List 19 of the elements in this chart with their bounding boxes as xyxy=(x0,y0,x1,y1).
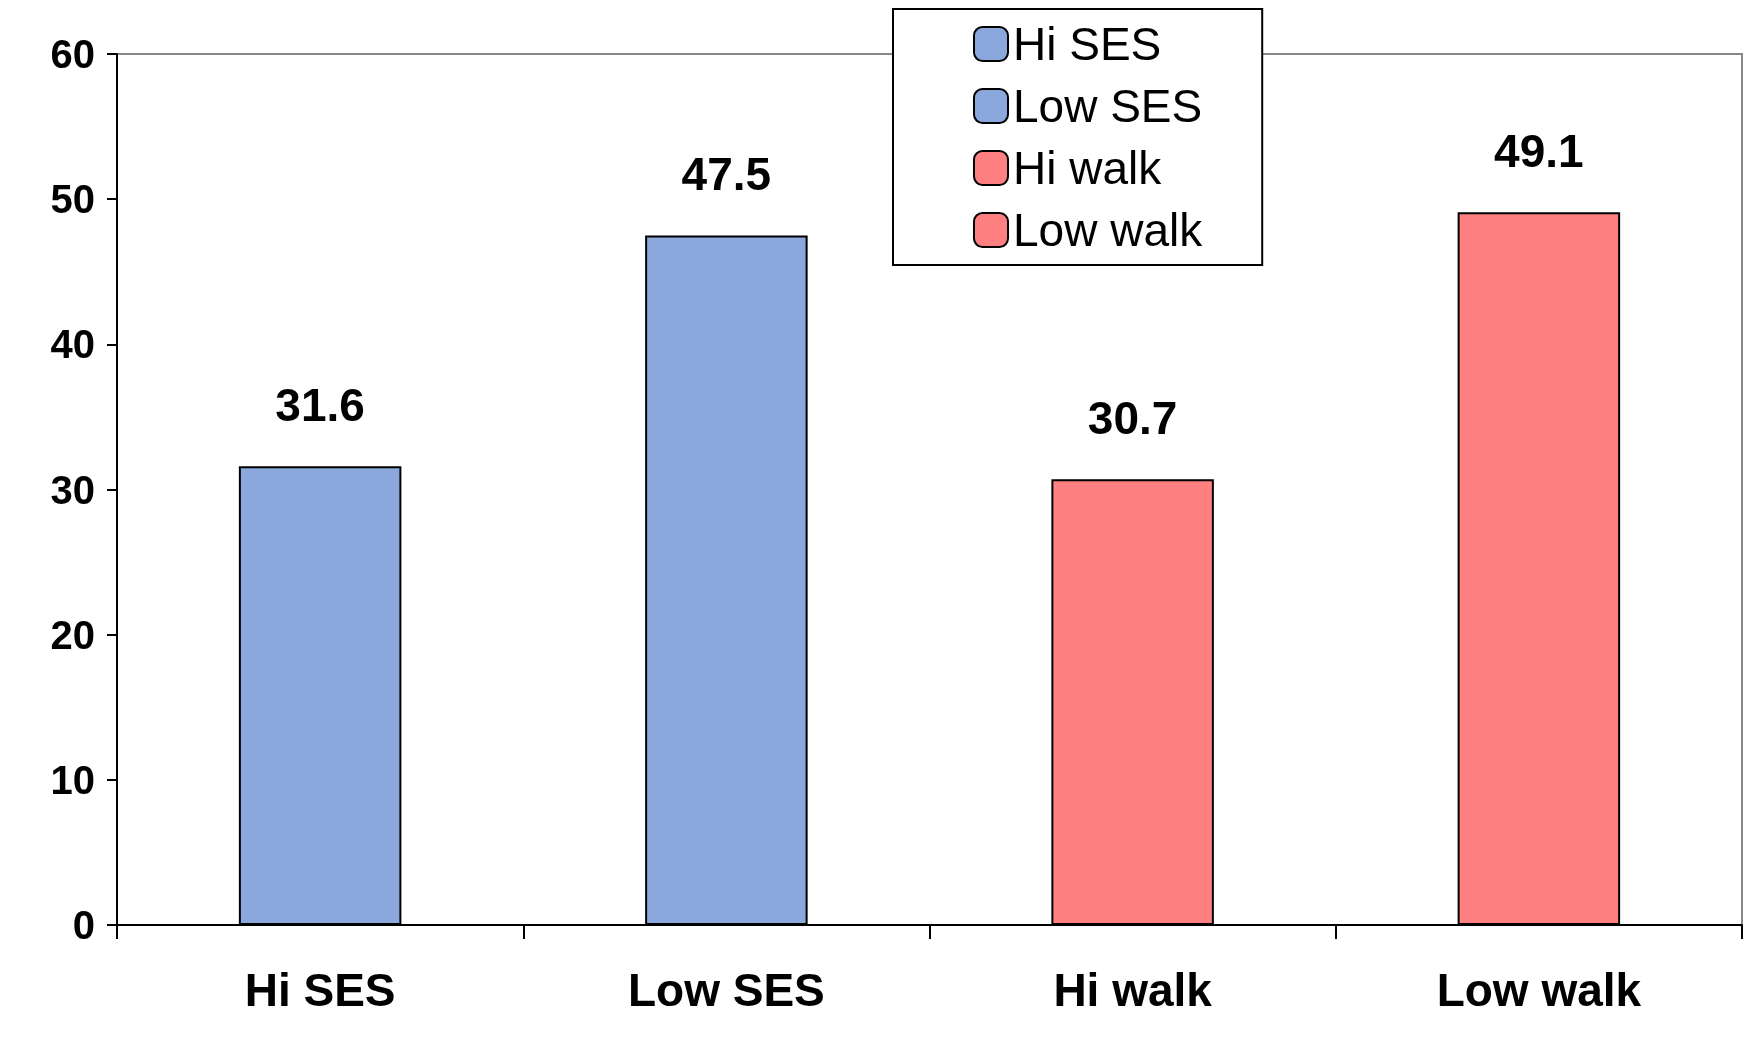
data-label: 30.7 xyxy=(1087,392,1178,445)
y-tick-label: 60 xyxy=(50,32,95,76)
legend-label: Low SES xyxy=(1013,80,1203,132)
y-tick-label: 30 xyxy=(50,467,95,512)
x-tick-label: Low SES xyxy=(627,964,825,1016)
y-tick-label: 0 xyxy=(72,903,95,947)
y-tick-label: 50 xyxy=(50,177,95,222)
x-tick-label: Hi walk xyxy=(1053,964,1213,1016)
y-tick-label: 40 xyxy=(50,322,95,367)
data-label: 31.6 xyxy=(275,379,365,432)
legend-label: Low walk xyxy=(1013,204,1204,256)
y-tick-label: 20 xyxy=(50,612,95,657)
legend-label: Hi SES xyxy=(1013,18,1162,70)
x-tick-label: Hi SES xyxy=(244,964,396,1016)
legend-label: Hi walk xyxy=(1013,142,1163,194)
data-label: 49.1 xyxy=(1494,125,1584,178)
x-tick-label: Low walk xyxy=(1436,964,1642,1016)
y-tick-label: 10 xyxy=(50,757,95,802)
data-label: 47.5 xyxy=(681,148,772,201)
